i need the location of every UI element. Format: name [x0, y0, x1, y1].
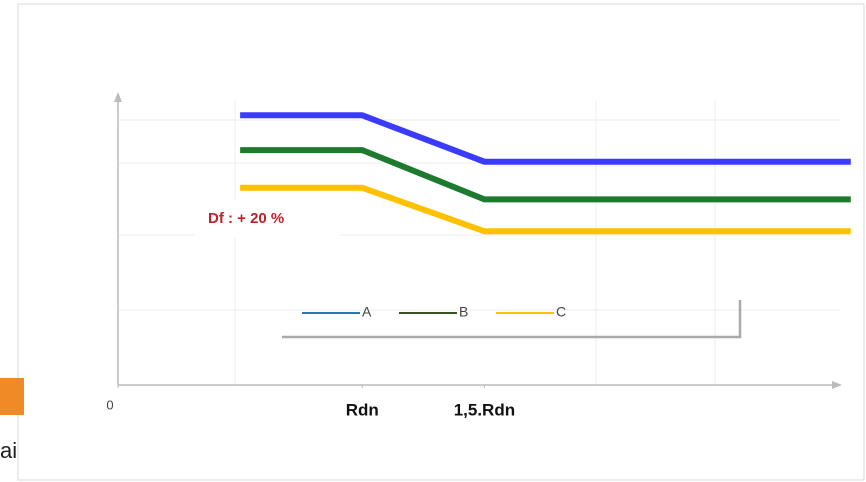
- fragment-text: ai: [0, 438, 17, 463]
- x-axis-arrow: [832, 381, 842, 389]
- annotation-bg: [195, 200, 340, 238]
- x-tick-label: Rdn: [346, 400, 379, 419]
- x-tick-label: 0: [106, 397, 113, 412]
- series-line: [240, 147, 851, 203]
- series-line: [240, 184, 851, 235]
- chart-frame: [17, 3, 865, 481]
- orange-block: [0, 378, 24, 415]
- series-line: [240, 112, 851, 165]
- annotation: Df : + 20 %: [208, 210, 284, 227]
- legend-label: C: [556, 304, 566, 320]
- legend-label: A: [362, 304, 372, 320]
- y-axis-arrow: [114, 92, 122, 102]
- legend-label: B: [459, 304, 468, 320]
- x-tick-label: 1,5.Rdn: [454, 400, 515, 419]
- legend-box: [282, 300, 742, 339]
